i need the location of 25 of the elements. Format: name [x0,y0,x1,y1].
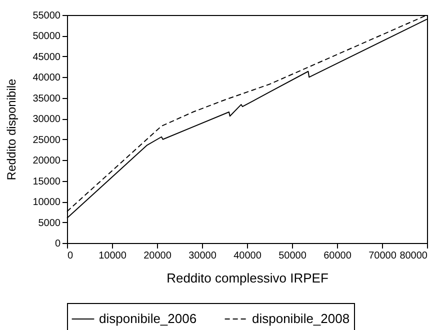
legend-label: disponibile_2008 [252,311,350,326]
x-tick-label: 10000 [98,250,127,262]
x-tick-label: 40000 [234,250,262,262]
y-tick-label: 35000 [32,93,61,104]
x-tick-label: 80000 [400,250,428,262]
y-tick-label: 30000 [32,114,61,126]
y-tick-label: 5000 [38,218,61,229]
x-tick-label: 50000 [278,250,307,262]
y-tick-label: 0 [54,238,61,250]
x-tick-label: 0 [68,250,74,262]
y-tick-label: 25000 [32,134,61,146]
y-tick-label: 55000 [32,10,61,22]
y-tick-label: 15000 [32,176,61,188]
y-tick-label: 50000 [32,31,61,42]
legend-label: disponibile_2006 [99,311,197,326]
x-tick-label: 30000 [188,250,217,262]
x-tick-label: 20000 [144,250,172,262]
y-axis-title: Reddito disponibile [4,78,19,180]
y-tick-label: 20000 [32,156,61,167]
x-tick-label: 60000 [324,250,352,262]
y-tick-label: 45000 [32,52,61,63]
y-tick-label: 40000 [32,72,61,84]
x-tick-label: 70000 [368,250,397,262]
x-axis-title: Reddito complessivo IRPEF [166,270,328,286]
y-tick-label: 10000 [32,197,61,208]
